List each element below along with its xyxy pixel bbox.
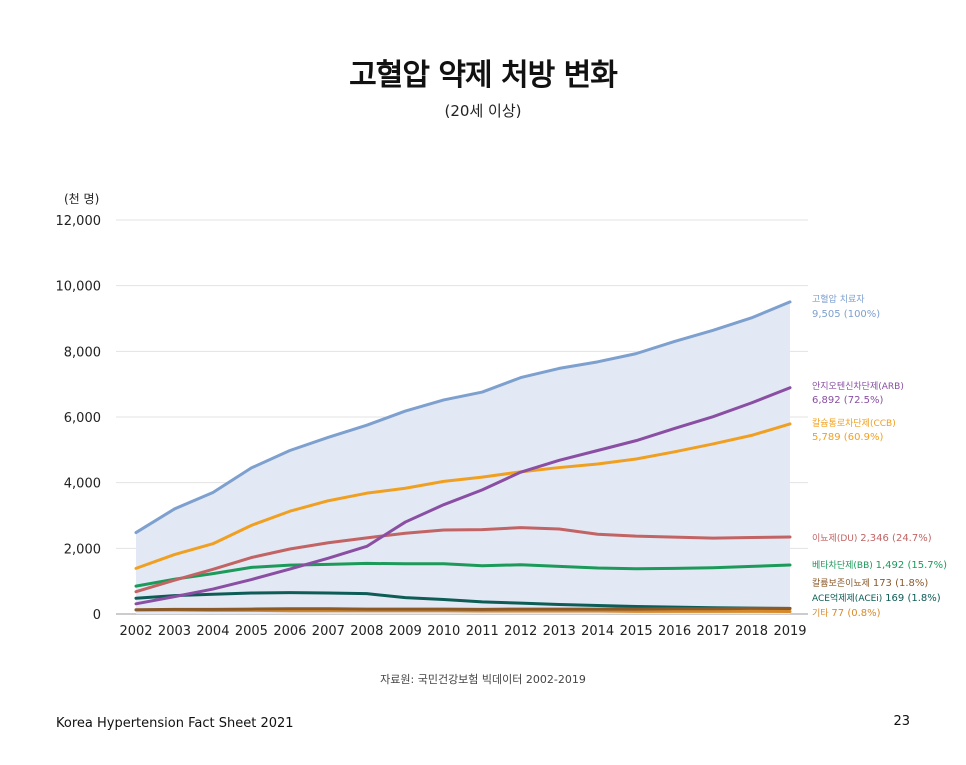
series-end-value: 1,492 (15.7%) bbox=[876, 560, 947, 571]
y-tick-label: 0 bbox=[93, 608, 101, 623]
series-line bbox=[134, 422, 792, 570]
x-tick-label: 2012 bbox=[504, 624, 537, 639]
x-tick-label: 2017 bbox=[697, 624, 730, 639]
y-tick-label: 12,000 bbox=[56, 214, 102, 229]
x-tick-label: 2018 bbox=[735, 624, 768, 639]
series-legend-label: 고혈압 치료자 bbox=[812, 293, 865, 305]
x-tick-label: 2014 bbox=[581, 624, 614, 639]
y-tick-label: 4,000 bbox=[64, 477, 101, 492]
y-tick-label: 10,000 bbox=[56, 280, 102, 295]
series-legend-label: 안지오텐신차단제(ARB) bbox=[812, 380, 904, 392]
series-legend-label: 이뇨제(DU) 2,346 (24.7%) bbox=[812, 533, 932, 544]
series-legend-label: 기타 77 (0.8%) bbox=[812, 608, 881, 619]
series-legend-label: ACE억제제(ACEi) 169 (1.8%) bbox=[812, 592, 941, 604]
source-note: 자료원: 국민건강보험 빅데이터 2002-2019 bbox=[380, 673, 586, 686]
x-tick-label: 2006 bbox=[273, 624, 306, 639]
x-tick-label: 2004 bbox=[196, 624, 229, 639]
series-end-value: 5,789 (60.9%) bbox=[812, 432, 883, 443]
x-tick-label: 2009 bbox=[389, 624, 422, 639]
x-tick-label: 2019 bbox=[773, 624, 806, 639]
series-name: 이뇨제(DU) bbox=[812, 533, 860, 544]
series-name: 베타차단제(BB) bbox=[812, 559, 876, 571]
x-tick-label: 2003 bbox=[158, 624, 191, 639]
x-tick-label: 2016 bbox=[658, 624, 691, 639]
series-end-value: 6,892 (72.5%) bbox=[812, 395, 883, 406]
x-tick-label: 2005 bbox=[235, 624, 268, 639]
y-tick-label: 8,000 bbox=[64, 345, 101, 360]
page-subtitle: (20세 이상) bbox=[444, 102, 522, 120]
x-tick-label: 2008 bbox=[350, 624, 383, 639]
page-number: 23 bbox=[893, 714, 910, 729]
y-tick-label: 2,000 bbox=[64, 542, 101, 557]
series-legend-label: 베타차단제(BB) 1,492 (15.7%) bbox=[812, 559, 947, 571]
series-name: 칼륨보존이뇨제 bbox=[812, 578, 873, 589]
series-line bbox=[134, 526, 792, 594]
x-tick-label: 2015 bbox=[620, 624, 653, 639]
series-line bbox=[134, 606, 792, 612]
series-end-value: 2,346 (24.7%) bbox=[860, 533, 931, 544]
series-legend-label: 칼륨보존이뇨제 173 (1.8%) bbox=[812, 578, 928, 589]
series-line bbox=[134, 561, 792, 588]
series-end-value: 173 (1.8%) bbox=[873, 578, 929, 589]
x-tick-label: 2010 bbox=[427, 624, 460, 639]
x-tick-label: 2007 bbox=[312, 624, 345, 639]
series-end-value: 169 (1.8%) bbox=[885, 593, 941, 604]
x-tick-label: 2002 bbox=[119, 624, 152, 639]
series-line bbox=[134, 591, 792, 610]
series-line bbox=[134, 300, 792, 535]
series-end-value: 9,505 (100%) bbox=[812, 309, 880, 320]
series-end-value: 77 (0.8%) bbox=[831, 608, 880, 619]
footer-title: Korea Hypertension Fact Sheet 2021 bbox=[56, 716, 294, 731]
series-legend-label: 칼슘통로차단제(CCB) bbox=[812, 417, 896, 429]
series-name: 기타 bbox=[812, 608, 831, 619]
y-tick-label: 6,000 bbox=[64, 411, 101, 426]
x-tick-label: 2013 bbox=[543, 624, 576, 639]
page-title: 고혈압 약제 처방 변화 bbox=[349, 58, 618, 93]
series-line bbox=[134, 386, 792, 606]
y-axis-unit-label: (천 명) bbox=[64, 191, 99, 206]
series-name: ACE억제제(ACEi) bbox=[812, 592, 885, 604]
x-tick-label: 2011 bbox=[466, 624, 499, 639]
